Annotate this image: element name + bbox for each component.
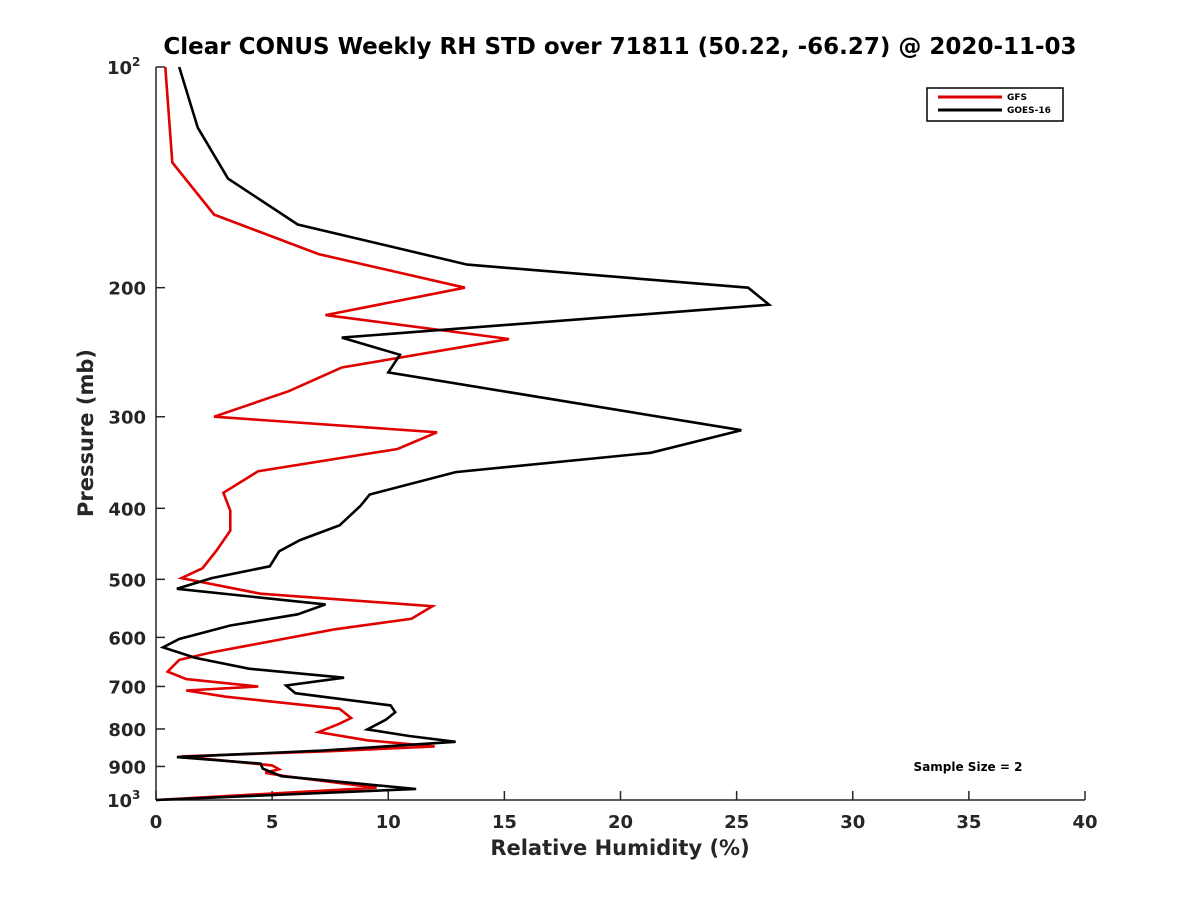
- legend: GFS GOES-16: [926, 87, 1064, 122]
- y-tick-label: 900: [108, 757, 146, 778]
- y-tick-label-exponent: 2: [132, 55, 140, 69]
- y-tick-label: 500: [108, 570, 146, 591]
- x-tick-label: 15: [492, 812, 517, 833]
- x-axis-label: Relative Humidity (%): [490, 836, 749, 860]
- series-line-goes16: [155, 66, 773, 802]
- y-tick-label: 700: [108, 677, 146, 698]
- sample-size-annotation: Sample Size = 2: [914, 760, 1023, 774]
- y-tick-label: 400: [108, 499, 146, 520]
- y-tick-label-exponent: 3: [132, 788, 140, 802]
- series-lines: [155, 66, 773, 802]
- y-axis-label: Pressure (mb): [74, 349, 98, 517]
- x-tick-label: 20: [608, 812, 633, 833]
- plot-area-frame: [156, 67, 1085, 800]
- x-tick-label: 10: [376, 812, 401, 833]
- chart-title: Clear CONUS Weekly RH STD over 71811 (50…: [163, 34, 1076, 60]
- y-tick-label: 200: [108, 279, 146, 300]
- legend-label-goes16: GOES-16: [1007, 106, 1051, 116]
- x-tick-label: 35: [956, 812, 981, 833]
- x-tick-label: 40: [1072, 812, 1097, 833]
- x-tick-label: 5: [266, 812, 279, 833]
- series-line-gfs: [155, 66, 510, 802]
- x-tick-label: 30: [840, 812, 865, 833]
- y-tick-label: 10: [107, 58, 132, 79]
- x-tick-label: 0: [150, 812, 163, 833]
- x-tick-label: 25: [724, 812, 749, 833]
- legend-box: [926, 87, 1064, 122]
- legend-label-gfs: GFS: [1007, 93, 1027, 103]
- y-tick-label: 300: [108, 408, 146, 429]
- y-tick-label: 10: [107, 791, 132, 812]
- y-tick-label: 800: [108, 720, 146, 741]
- y-tick-label: 600: [108, 628, 146, 649]
- x-axis-ticks: 0 5 10 15 20 25 30 35 40: [150, 791, 1098, 833]
